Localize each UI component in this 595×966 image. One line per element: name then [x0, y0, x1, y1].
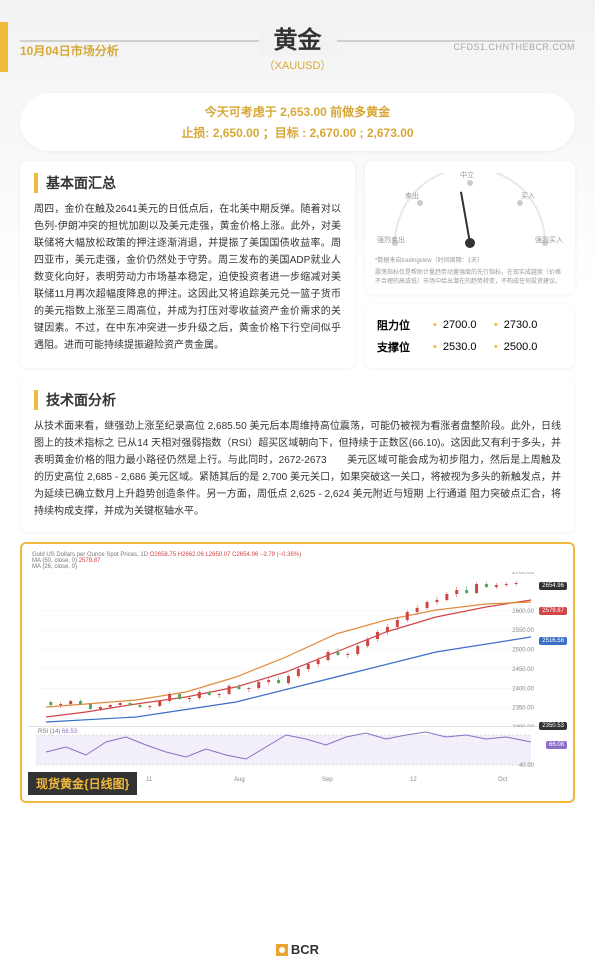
svg-text:40.00: 40.00 — [519, 763, 535, 769]
ma26-label: MA (26, close, 0) — [32, 564, 77, 570]
technical-card: 技术面分析 从技术面来看，继强劲上涨至纪录高位 2,685.50 美元后本周维持… — [20, 378, 575, 532]
dot-icon: • — [494, 319, 498, 331]
page-title: 黄金 — [259, 20, 337, 55]
resistance-v2: 2730.0 — [504, 319, 549, 331]
chart-header: Gold US Dollars per Ounce Spot Prices, 1… — [28, 550, 567, 572]
support-v1: 2530.0 — [443, 341, 488, 353]
sentiment-gauge: 强烈卖出 卖出 中立 买入 强烈买入 — [375, 173, 565, 253]
chart-card: Gold US Dollars per Ounce Spot Prices, 1… — [20, 542, 575, 803]
technical-title: 技术面分析 — [34, 390, 561, 410]
svg-text:2600.00: 2600.00 — [512, 609, 534, 615]
svg-text:2700.00: 2700.00 — [512, 572, 534, 576]
support-v2: 2500.0 — [504, 341, 549, 353]
fundamental-title: 基本面汇总 — [34, 173, 341, 193]
gauge-lbl-neutral: 中立 — [460, 170, 474, 180]
chart-ohlc: O2658.75 H2662.06 L2650.07 C2654.96 −3.7… — [150, 552, 301, 558]
xaxis-label: Sep — [322, 777, 333, 783]
rsi-chart: RSI (14) 68.53 40.00 66.08 — [28, 727, 567, 777]
price-tag: 2516.58 — [539, 637, 567, 645]
recommendation-card: 今天可考虑于 2,653.00 前做多黄金 止损: 2,650.00 ；目标 :… — [20, 93, 575, 151]
chart-caption: 现货黄金{日线图} — [28, 772, 137, 795]
gauge-lbl-strong-buy: 强烈买入 — [535, 235, 563, 245]
svg-text:2400.00: 2400.00 — [512, 686, 534, 692]
price-chart: 2300.002350.002400.002450.002500.002550.… — [28, 572, 567, 727]
logo-icon — [276, 944, 288, 956]
technical-body: 从技术面来看，继强劲上涨至纪录高位 2,685.50 美元后本周维持高位震荡，可… — [34, 418, 561, 520]
gauge-lbl-sell: 卖出 — [405, 191, 419, 201]
brand-name: BCR — [291, 942, 319, 957]
gauge-note2: 震荡指标仅是帮助计量趋势动量强度的先行指标，在现实成越卖（价格不合理的高或低）市… — [375, 269, 565, 286]
svg-text:2500.00: 2500.00 — [512, 648, 534, 654]
symbol: （XAUUSD） — [20, 57, 575, 73]
levels-card: 阻力位 • 2700.0 • 2730.0 支撑位 • 2530.0 • 250… — [365, 304, 575, 368]
fundamental-card: 基本面汇总 周四，金价在触及2641美元的日低点后，在北美中期反弹。随着对以色列… — [20, 161, 355, 368]
xaxis-label: Aug — [234, 777, 245, 783]
svg-text:2450.00: 2450.00 — [512, 667, 534, 673]
brand-logo: BCR — [276, 942, 319, 957]
xaxis-label: 11 — [146, 777, 152, 783]
resistance-v1: 2700.0 — [443, 319, 488, 331]
gauge-lbl-strong-sell: 强烈卖出 — [377, 235, 405, 245]
fundamental-body: 周四，金价在触及2641美元的日低点后，在北美中期反弹。随着对以色列-伊朗冲突的… — [34, 201, 341, 354]
dot-icon: • — [433, 341, 437, 353]
header: 10月04日市场分析 CFDS1.CHNTHEBCR.COM 黄金 （XAUUS… — [0, 0, 595, 78]
reco-line1: 今天可考虑于 2,653.00 前做多黄金 — [40, 103, 555, 120]
xaxis-label: Oct — [498, 777, 507, 783]
price-tag: 2579.87 — [539, 607, 567, 615]
ma50-val: 2579.87 — [79, 558, 101, 564]
dot-icon: • — [433, 319, 437, 331]
support-label: 支撑位 — [377, 339, 427, 355]
gauge-lbl-buy: 买入 — [521, 191, 535, 201]
svg-text:2550.00: 2550.00 — [512, 628, 534, 634]
gauge-note1: *数据来自tradingview（时间周期：1天） — [375, 257, 565, 265]
xaxis-label: 12 — [410, 777, 417, 783]
footer: BCR — [0, 936, 595, 966]
gauge-card: 强烈卖出 卖出 中立 买入 强烈买入 *数据来自tradingview（时间周期… — [365, 161, 575, 294]
svg-text:2350.00: 2350.00 — [512, 706, 534, 712]
reco-line2: 止损: 2,650.00 ；目标 : 2,670.00 ; 2,673.00 — [40, 124, 555, 141]
price-tag: 2654.96 — [539, 582, 567, 590]
rsi-tag: 66.08 — [546, 741, 567, 749]
dot-icon: • — [494, 341, 498, 353]
resistance-label: 阻力位 — [377, 317, 427, 333]
